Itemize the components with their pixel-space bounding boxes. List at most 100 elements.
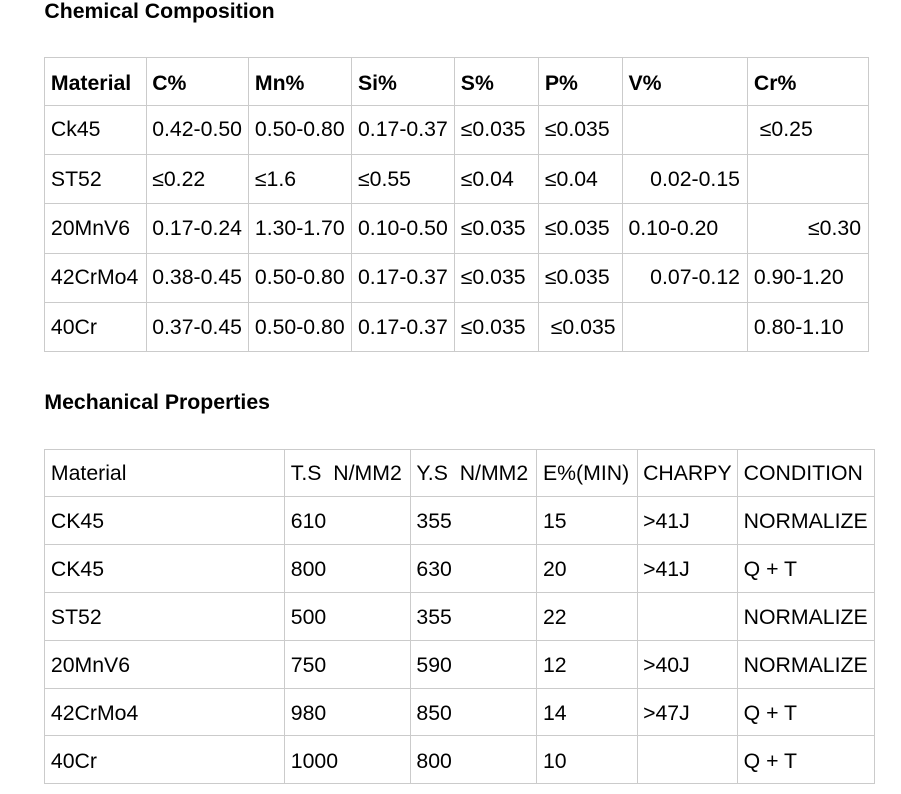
table-cell: ≤0.035 xyxy=(454,203,540,254)
table-cell: ≤0.035 xyxy=(454,302,540,353)
table-cell: Ck45 xyxy=(44,104,147,156)
table-cell: ≤0.035 xyxy=(538,104,623,156)
table-cell: 14 xyxy=(536,687,638,737)
table-cell: ≤1.6 xyxy=(248,154,353,205)
table-cell: 0.17-0.24 xyxy=(145,203,250,254)
column-header: V% xyxy=(621,57,749,106)
table-header-row: Material T.S N/MM2 Y.S N/MM2 E%(MIN) CHARPY C… xyxy=(44,448,876,498)
table-cell: 355 xyxy=(409,496,538,546)
column-header: Material xyxy=(44,448,286,498)
table-cell: ≤0.035 xyxy=(538,302,623,353)
column-header: CONDITION xyxy=(737,448,876,498)
table-cell: 15 xyxy=(536,496,638,546)
table-cell: 0.50-0.80 xyxy=(248,252,353,304)
table-cell: NORMALIZE xyxy=(737,591,876,641)
chemical-composition-table: Material C% Mn% Si% S% P% V% Cr% Ck45 0.42-0.50 0… xyxy=(44,57,870,353)
table-cell: ST52 xyxy=(44,591,286,641)
table-cell: >47J xyxy=(636,687,739,737)
table-cell: 42CrMo4 xyxy=(44,252,147,304)
column-header: E%(MIN) xyxy=(536,448,638,498)
table-cell: ST52 xyxy=(44,154,147,205)
table-cell: >41J xyxy=(636,496,739,546)
table-cell: 12 xyxy=(536,639,638,689)
column-header: S% xyxy=(454,57,540,106)
table-cell xyxy=(621,104,749,156)
table-row: CK45 610 355 15 >41J NORMALIZE xyxy=(44,496,876,546)
table-cell: 20MnV6 xyxy=(44,203,147,254)
table-cell: 0.42-0.50 xyxy=(145,104,250,156)
table-cell: 1000 xyxy=(284,735,411,785)
table-row: CK45 800 630 20 >41J Q + T xyxy=(44,544,876,593)
column-header: T.S N/MM2 xyxy=(284,448,411,498)
table-cell: 0.50-0.80 xyxy=(248,104,353,156)
table-cell: 630 xyxy=(409,544,538,593)
table-cell: 800 xyxy=(284,544,411,593)
table-cell: CK45 xyxy=(44,496,286,546)
table-row: Ck45 0.42-0.50 0.50-0.80 0.17-0.37 ≤0.035 ≤0.… xyxy=(44,104,870,156)
table-cell: >40J xyxy=(636,639,739,689)
table-cell: 0.90-1.20 xyxy=(747,252,870,304)
table-row: ST52 ≤0.22 ≤1.6 ≤0.55 ≤0.04 ≤0.04 0.02-0.15 xyxy=(44,154,870,205)
table-cell xyxy=(636,591,739,641)
table-cell: NORMALIZE xyxy=(737,639,876,689)
table-cell: ≤0.25 xyxy=(747,104,870,156)
table-cell: ≤0.035 xyxy=(454,252,540,304)
table-cell: 0.17-0.37 xyxy=(351,104,456,156)
column-header: Mn% xyxy=(248,57,353,106)
column-header: Si% xyxy=(351,57,456,106)
table-row: 20MnV6 0.17-0.24 1.30-1.70 0.10-0.50 ≤0.035 ≤… xyxy=(44,203,870,254)
table-cell: 750 xyxy=(284,639,411,689)
table-cell: 40Cr xyxy=(44,302,147,353)
table-cell: 0.38-0.45 xyxy=(145,252,250,304)
table-row: 42CrMo4 980 850 14 >47J Q + T xyxy=(44,687,876,737)
mechanical-properties-table: Material T.S N/MM2 Y.S N/MM2 E%(MIN) CHARPY C… xyxy=(44,448,876,785)
column-header: Cr% xyxy=(747,57,870,106)
table-cell: ≤0.30 xyxy=(747,203,870,254)
table-cell: CK45 xyxy=(44,544,286,593)
table-row: 20MnV6 750 590 12 >40J NORMALIZE xyxy=(44,639,876,689)
table-cell: 1.30-1.70 xyxy=(248,203,353,254)
mechanical-properties-title: Mechanical Properties xyxy=(44,389,270,414)
table-cell: 42CrMo4 xyxy=(44,687,286,737)
table-cell: 0.02-0.15 xyxy=(621,154,749,205)
table-cell: 40Cr xyxy=(44,735,286,785)
table-row: 40Cr 0.37-0.45 0.50-0.80 0.17-0.37 ≤0.035 ≤0… xyxy=(44,302,870,353)
table-cell: 980 xyxy=(284,687,411,737)
table-cell: ≤0.55 xyxy=(351,154,456,205)
table-cell: 0.37-0.45 xyxy=(145,302,250,353)
table-cell: 0.07-0.12 xyxy=(621,252,749,304)
table-cell: ≤0.04 xyxy=(454,154,540,205)
column-header: CHARPY xyxy=(636,448,739,498)
table-cell xyxy=(636,735,739,785)
table-cell: 10 xyxy=(536,735,638,785)
table-cell: Q + T xyxy=(737,544,876,593)
table-row: 40Cr 1000 800 10 Q + T xyxy=(44,735,876,785)
table-cell: 20 xyxy=(536,544,638,593)
column-header: C% xyxy=(145,57,250,106)
table-cell: 500 xyxy=(284,591,411,641)
table-cell xyxy=(621,302,749,353)
table-cell xyxy=(747,154,870,205)
table-cell: 0.10-0.50 xyxy=(351,203,456,254)
table-cell: 0.17-0.37 xyxy=(351,252,456,304)
table-cell: 0.17-0.37 xyxy=(351,302,456,353)
table-row: 42CrMo4 0.38-0.45 0.50-0.80 0.17-0.37 ≤0.035… xyxy=(44,252,870,304)
table-cell: 800 xyxy=(409,735,538,785)
table-row: ST52 500 355 22 NORMALIZE xyxy=(44,591,876,641)
table-cell: ≤0.035 xyxy=(538,203,623,254)
table-cell: NORMALIZE xyxy=(737,496,876,546)
table-cell: 355 xyxy=(409,591,538,641)
table-header-row: Material C% Mn% Si% S% P% V% Cr% xyxy=(44,57,870,106)
table-cell: 20MnV6 xyxy=(44,639,286,689)
table-cell: 0.50-0.80 xyxy=(248,302,353,353)
column-header: P% xyxy=(538,57,623,106)
table-cell: Q + T xyxy=(737,735,876,785)
table-cell: 22 xyxy=(536,591,638,641)
chemical-composition-title: Chemical Composition xyxy=(44,0,275,24)
table-cell: >41J xyxy=(636,544,739,593)
table-cell: ≤0.035 xyxy=(454,104,540,156)
column-header: Material xyxy=(44,57,147,106)
column-header: Y.S N/MM2 xyxy=(409,448,538,498)
table-cell: ≤0.04 xyxy=(538,154,623,205)
